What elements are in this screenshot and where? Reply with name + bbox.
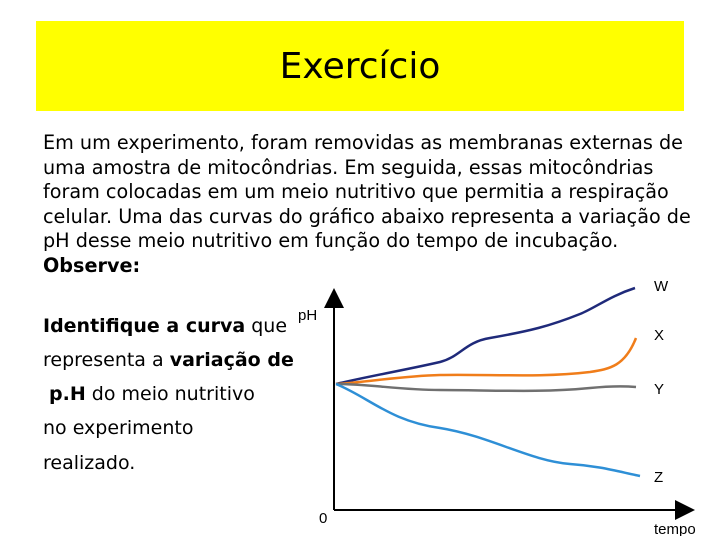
question-line-2: representa a variação de xyxy=(43,349,294,371)
curve-z xyxy=(335,382,641,478)
title-banner: Exercício xyxy=(36,21,684,111)
y-axis-label: pH xyxy=(298,307,317,324)
question-line-4: no experimento xyxy=(43,417,194,439)
curve-label-y: Y xyxy=(654,381,664,398)
curve-label-w: W xyxy=(654,278,669,295)
curve-x xyxy=(335,337,638,386)
question-line-3: p.H do meio nutritivo xyxy=(49,383,255,405)
curve-label-z: Z xyxy=(654,469,663,486)
exercise-statement: Em um experimento, foram removidas as me… xyxy=(43,131,703,278)
curve-label-x: X xyxy=(654,327,664,344)
observe-label: Observe: xyxy=(43,253,141,277)
x-axis-label: tempo xyxy=(654,521,696,536)
question-line-5: realizado. xyxy=(43,452,136,474)
slide-title: Exercício xyxy=(279,45,441,87)
ph-chart: pH tempo 0 W X Y Z xyxy=(298,278,696,536)
curve-y xyxy=(335,382,637,393)
question-line-1: Identifique a curva que xyxy=(43,315,288,337)
intro-text: Em um experimento, foram removidas as me… xyxy=(43,131,691,252)
curve-w xyxy=(335,286,636,386)
origin-label: 0 xyxy=(319,510,327,527)
